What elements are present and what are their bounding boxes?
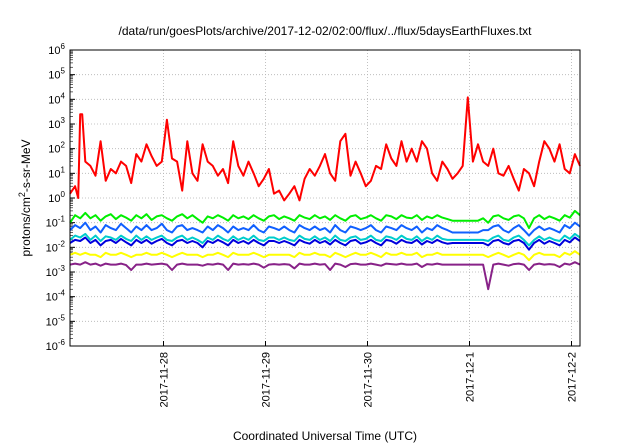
x-axis-label: Coordinated Universal Time (UTC) <box>233 429 417 443</box>
y-tick-exp: 5 <box>61 67 66 76</box>
series-line <box>69 221 581 237</box>
x-tick-label: 2017-11-28 <box>159 352 171 407</box>
y-axis-label-base: protons/cm <box>19 197 33 256</box>
y-tick-labels: 10-610-510-410-310-210-11001011021031041… <box>46 42 66 353</box>
y-tick-base: 10 <box>48 119 60 131</box>
series-line <box>69 209 581 230</box>
series-line <box>69 250 581 262</box>
plot-frame <box>69 49 581 347</box>
y-tick-label: 101 <box>48 165 65 180</box>
series-line <box>69 261 581 291</box>
x-tick-labels: 2017-11-28 2017-11-29 2017-11-30 2017-12-1 2… <box>159 352 579 407</box>
y-tick-exp: 0 <box>61 190 66 199</box>
y-tick-label: 106 <box>48 42 65 57</box>
series-line <box>69 236 581 251</box>
y-tick-label: 10-4 <box>46 289 66 304</box>
x-tick-label: 2017-11-30 <box>363 352 375 407</box>
y-tick-label: 102 <box>48 141 65 156</box>
y-tick-exp: -3 <box>58 264 66 273</box>
y-tick-label: 10-3 <box>46 264 66 279</box>
y-axis-label-sup: 2 <box>17 192 27 197</box>
y-tick-label: 10-1 <box>46 215 66 230</box>
y-tick-base: 10 <box>48 94 60 106</box>
y-tick-base: 10 <box>48 168 60 180</box>
y-tick-label: 10-6 <box>46 338 66 353</box>
y-tick-exp: 2 <box>61 141 66 150</box>
y-tick-exp: -5 <box>58 313 66 322</box>
y-axis-label-rest: -s-sr-MeV <box>19 139 33 192</box>
y-tick-label: 104 <box>48 91 65 106</box>
y-tick-exp: 3 <box>61 116 66 125</box>
y-tick-base: 10 <box>48 70 60 82</box>
y-tick-base: 10 <box>48 144 60 156</box>
y-tick-label: 105 <box>48 67 65 82</box>
y-tick-base: 10 <box>46 267 58 279</box>
y-tick-base: 10 <box>46 242 58 254</box>
y-tick-exp: 1 <box>61 165 66 174</box>
y-tick-exp: 4 <box>61 91 66 100</box>
y-tick-base: 10 <box>46 316 58 328</box>
y-axis-label: protons/cm2-s-sr-MeV <box>17 139 33 256</box>
y-tick-base: 10 <box>46 292 58 304</box>
y-tick-base: 10 <box>48 193 60 205</box>
y-tick-label: 10-5 <box>46 313 66 328</box>
grid <box>70 49 580 347</box>
x-tick-label: 2017-12-2 <box>567 352 579 402</box>
y-tick-label: 100 <box>48 190 65 205</box>
series-group <box>69 96 581 291</box>
y-tick-base: 10 <box>48 45 60 57</box>
y-tick-exp: -4 <box>58 289 66 298</box>
x-tick-label: 2017-12-1 <box>465 352 477 402</box>
x-tick-label: 2017-11-29 <box>261 352 273 407</box>
y-tick-label: 10-2 <box>46 239 66 254</box>
series-line <box>69 96 581 202</box>
y-tick-base: 10 <box>46 341 58 353</box>
y-tick-exp: 6 <box>61 42 66 51</box>
y-tick-exp: -2 <box>58 239 66 248</box>
chart-title: /data/run/goesPlots/archive/2017-12-02/0… <box>119 24 533 38</box>
y-tick-base: 10 <box>46 218 58 230</box>
y-tick-exp: -6 <box>58 338 66 347</box>
y-tick-label: 103 <box>48 116 65 131</box>
y-tick-exp: -1 <box>58 215 66 224</box>
series-line <box>69 232 581 247</box>
